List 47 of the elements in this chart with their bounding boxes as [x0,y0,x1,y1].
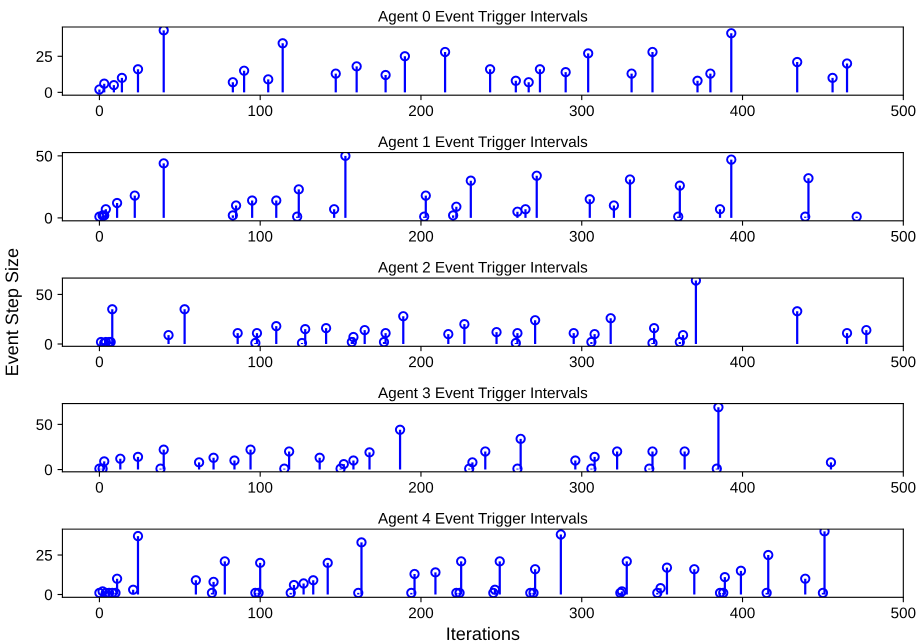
x-tick-label: 0 [96,230,104,242]
x-tick-label: 400 [730,482,755,493]
y-tick-label: 25 [36,51,52,62]
x-tick-label: 400 [730,105,755,116]
y-tick-label: 0 [44,464,52,476]
x-tick-label: 400 [730,356,755,368]
x-tick-label: 500 [891,105,916,116]
y-tick-label: 50 [36,419,52,430]
x-tick-label: 0 [96,356,104,368]
x-tick-label: 100 [248,230,272,242]
chart-title: Agent 3 Event Trigger Intervals [378,386,588,402]
chart-title: Agent 4 Event Trigger Intervals [378,512,588,527]
x-tick-label: 200 [408,230,434,242]
x-tick-label: 500 [891,356,916,368]
x-axis-title: Iterations [447,626,520,640]
x-tick-label: 300 [570,105,594,116]
x-tick-label: 300 [570,230,594,242]
y-tick-label: 0 [44,212,52,224]
y-tick-label: 0 [44,87,52,98]
x-tick-label: 500 [891,482,916,493]
x-tick-label: 400 [730,607,755,618]
x-tick-label: 100 [248,607,272,618]
y-tick-label: 50 [36,150,52,162]
chart-title: Agent 1 Event Trigger Intervals [378,136,588,150]
x-tick-label: 200 [408,105,434,116]
y-tick-label: 25 [36,550,52,561]
x-tick-label: 300 [570,356,594,368]
x-tick-label: 200 [408,482,434,493]
x-tick-label: 500 [891,607,916,618]
x-tick-label: 200 [408,356,434,368]
x-tick-label: 0 [96,607,104,618]
x-tick-label: 500 [891,230,916,242]
x-tick-label: 100 [248,356,272,368]
y-tick-label: 0 [44,338,52,350]
chart-title: Agent 2 Event Trigger Intervals [378,261,588,276]
x-tick-label: 400 [730,230,755,242]
y-axis-title: Event Step Size [4,248,22,375]
x-tick-label: 300 [570,607,594,618]
x-tick-label: 0 [96,105,104,116]
x-tick-label: 0 [96,482,104,493]
x-tick-label: 100 [248,105,272,116]
y-tick-label: 50 [36,289,52,300]
x-tick-label: 200 [408,607,434,618]
x-tick-label: 100 [248,482,272,493]
chart-title: Agent 0 Event Trigger Intervals [378,10,588,25]
x-tick-label: 300 [570,482,594,493]
y-tick-label: 0 [44,589,52,600]
